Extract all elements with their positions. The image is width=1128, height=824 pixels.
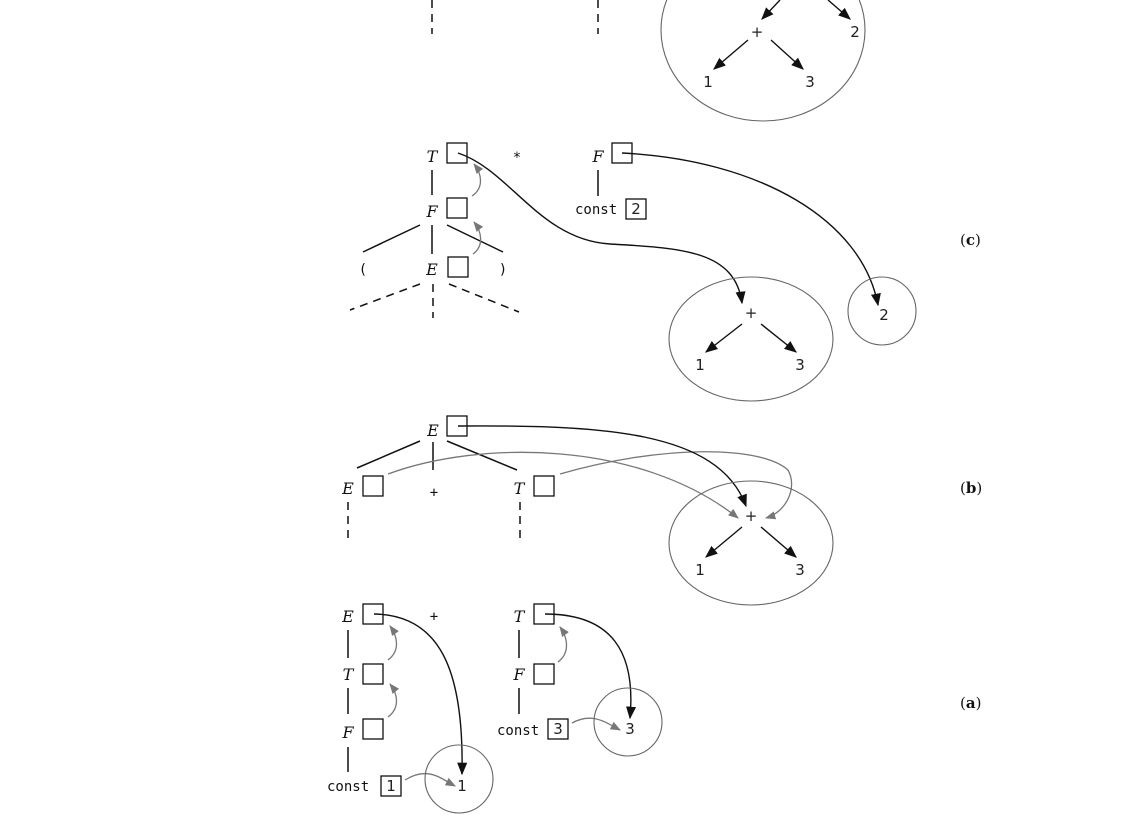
nonterminal-F: F [591,147,604,166]
terminal-const: const [497,723,539,739]
top-partial-panel: + 2 1 3 [431,0,866,122]
lparen: ( [359,262,367,278]
child-pointer-arrow [387,451,739,519]
value-circle [593,687,663,757]
ast-leaf-3: 3 [805,73,815,91]
tree-edge [446,440,518,471]
attribute-box [447,256,469,278]
nonterminal-E: E [341,607,354,626]
dashed-subtree-line [448,283,520,313]
value-leaf-1: 1 [457,777,467,795]
nonterminal-T: T [514,607,526,626]
ast-leaf-1: 1 [703,73,713,91]
operator-times: * [513,150,521,166]
ast-edge [713,39,749,70]
ast-leaf-1: 1 [695,356,705,374]
pointer-arrow-F-to-ast [621,152,881,307]
tree-edge [446,224,504,253]
ast-edge [705,323,743,353]
value-leaf-3: 3 [625,720,635,738]
ast-edge [761,0,781,20]
attribute-box [625,198,647,220]
terminal-const: const [575,202,617,218]
const-value: 1 [386,777,396,795]
ast-leaf-1: 1 [695,561,705,579]
value-circle [424,744,494,814]
nonterminal-T: T [514,479,526,498]
ast-edge [760,323,797,353]
copy-pointer-arrow [472,221,484,255]
attribute-box [446,197,468,219]
ast-edge [770,39,804,70]
ast-leaf-2: 2 [850,23,860,41]
pointer-arrow-E-to-ast [457,425,747,508]
ast-edge [705,526,743,558]
rparen: ) [499,262,507,278]
nonterminal-E: E [341,479,354,498]
operator-plus: + [430,485,438,501]
const-value: 3 [553,720,563,738]
nonterminal-T: T [427,147,439,166]
ast-edge [827,0,851,20]
tree-edge [362,224,421,253]
attribute-box [380,775,402,797]
terminal-const: const [327,779,369,795]
attribute-box [446,142,468,164]
panel-b: (b) E E + T + 1 3 [341,415,982,606]
panel-label-c: (c) [960,231,981,249]
ast-plus-node: + [745,304,758,322]
value-pointer-arrow [571,717,621,731]
nonterminal-F: F [512,665,525,684]
attribute-box [533,475,555,497]
nonterminal-F: F [341,723,354,742]
ast-edge [760,526,797,558]
panel-label-b: (b) [960,479,982,497]
operator-plus: + [430,609,438,625]
nonterminal-E: E [425,260,438,279]
copy-pointer-arrow [557,626,569,663]
nonterminal-F: F [425,202,438,221]
pointer-arrow-E-to-value [373,613,468,776]
panel-a: (a) E + T F const 1 1 T F const 3 [327,603,981,814]
panel-c: (c) T * F ( E ) F const 2 [349,142,981,402]
ast-leaf-2: 2 [879,306,889,324]
attribute-box [533,663,555,685]
const-value: 2 [631,200,641,218]
ast-ellipse [847,276,917,346]
ast-plus-node: + [751,23,764,41]
panel-label-a: (a) [960,694,981,712]
pointer-arrow-T-to-ast [457,152,746,305]
nonterminal-T: T [343,665,355,684]
dashed-subtree-line [349,283,421,311]
ast-ellipse [668,276,834,402]
attribute-box [547,718,569,740]
copy-pointer-arrow [471,163,484,197]
ast-ellipse [660,0,866,122]
pointer-arrow-T-to-value [544,613,637,720]
attribute-box [362,663,384,685]
attribute-box [362,718,384,740]
attribute-box [362,475,384,497]
child-pointer-arrow [559,451,793,520]
ast-leaf-3: 3 [795,356,805,374]
copy-pointer-arrow [387,683,400,718]
ast-leaf-3: 3 [795,561,805,579]
nonterminal-E: E [426,421,439,440]
copy-pointer-arrow [387,625,399,661]
ast-ellipse [668,480,834,606]
value-pointer-arrow [404,772,456,787]
ast-plus-node: + [745,507,758,525]
tree-edge [356,440,421,469]
